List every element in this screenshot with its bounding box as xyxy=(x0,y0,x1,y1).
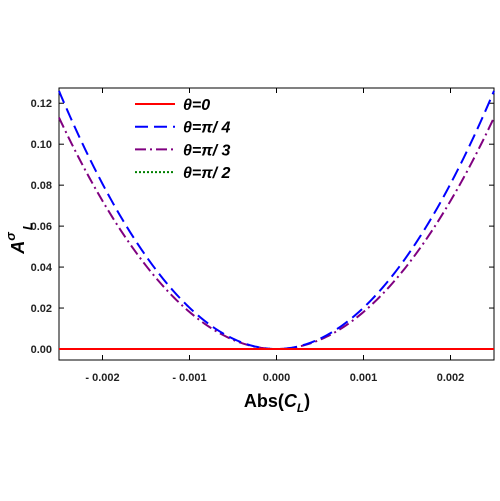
y-tick-label: 0.02 xyxy=(31,303,52,315)
y-tick-label: 0.08 xyxy=(31,180,52,192)
x-tick-label: - 0.001 xyxy=(172,372,206,384)
y-tick-label: 0.00 xyxy=(31,344,52,356)
legend-label: θ=π/ 2 xyxy=(183,165,231,182)
legend: θ=0 θ=π/ 4 θ=π/ 3 θ=π/ 2 xyxy=(135,97,231,182)
series-line xyxy=(58,117,495,351)
y-tick-label: 0.10 xyxy=(31,139,52,151)
x-tick-label: 0.001 xyxy=(350,372,378,384)
series-layer xyxy=(58,90,495,351)
legend-label: θ=π/ 3 xyxy=(183,142,231,159)
legend-label: θ=0 xyxy=(183,97,210,114)
y-axis: 0.00 0.02 0.04 0.06 0.08 0.10 0.12 xyxy=(31,98,494,356)
series-line xyxy=(58,90,495,351)
x-tick-label: - 0.002 xyxy=(85,372,119,384)
x-axis: - 0.002 - 0.001 0.000 0.001 0.002 xyxy=(85,88,464,384)
y-tick-label: 0.04 xyxy=(31,262,53,274)
y-axis-title: AσL xyxy=(3,222,35,255)
x-axis-title: Abs(CL) xyxy=(244,391,310,415)
x-tick-label: 0.002 xyxy=(437,372,465,384)
x-tick-label: 0.000 xyxy=(263,372,291,384)
legend-label: θ=π/ 4 xyxy=(183,120,231,137)
y-tick-label: 0.12 xyxy=(31,98,52,110)
y-tick-label: 0.06 xyxy=(31,221,52,233)
